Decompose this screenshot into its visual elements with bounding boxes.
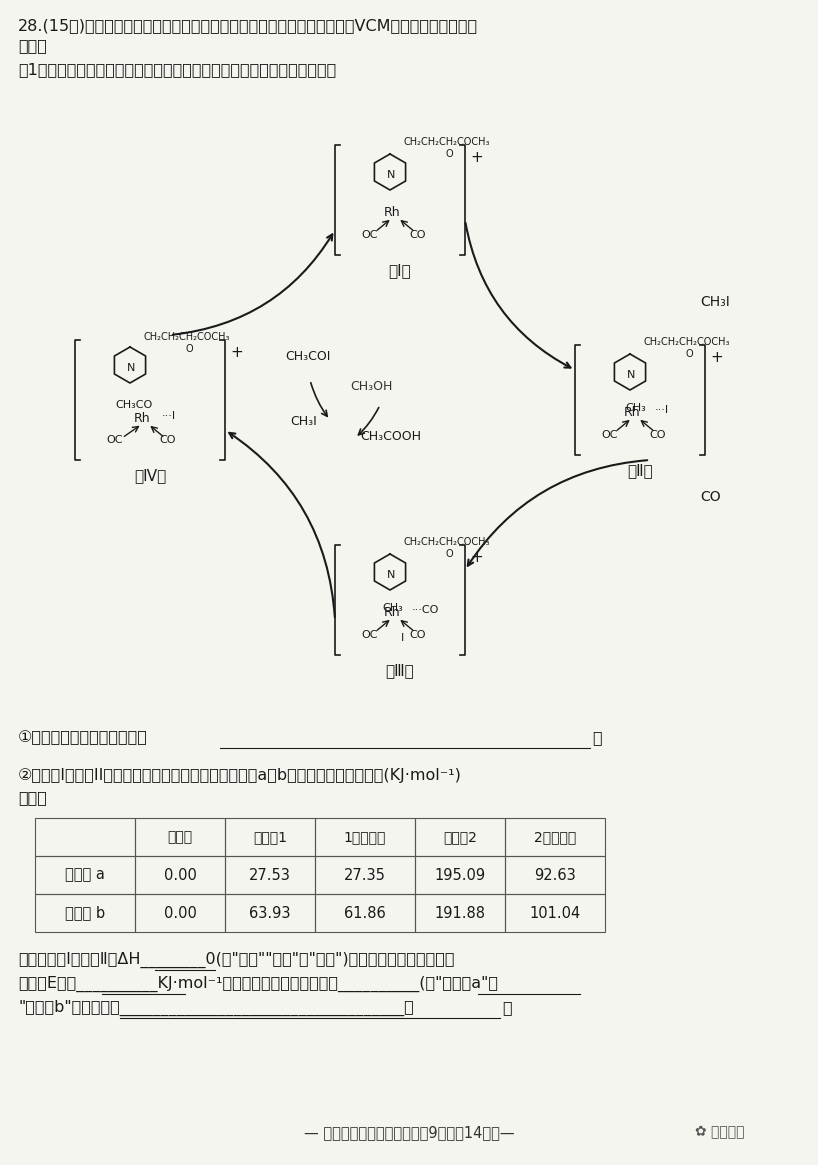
Text: CH₃I: CH₃I (290, 415, 317, 428)
Text: +: + (470, 550, 483, 565)
Bar (135, 818, 225, 856)
Text: 过渡态2: 过渡态2 (443, 829, 477, 843)
Text: Rh: Rh (384, 606, 400, 619)
Text: （Ⅱ）: （Ⅱ） (627, 463, 653, 478)
Text: 61.86: 61.86 (344, 905, 386, 920)
Text: 催化剂 a: 催化剂 a (65, 868, 105, 883)
Text: O: O (185, 344, 192, 354)
Text: "催化剂b"），理由为___________________________________。: "催化剂b"），理由为_____________________________… (18, 1000, 414, 1016)
Text: 92.63: 92.63 (534, 868, 576, 883)
Text: O: O (445, 149, 452, 158)
Text: 195.09: 195.09 (434, 868, 486, 883)
Bar (315, 818, 415, 856)
Text: 27.53: 27.53 (249, 868, 291, 883)
Bar (415, 856, 505, 894)
Text: O: O (445, 549, 452, 559)
Text: 27.35: 27.35 (344, 868, 386, 883)
Text: 0.00: 0.00 (164, 905, 196, 920)
Text: 醇等。: 醇等。 (18, 38, 47, 52)
Bar (315, 856, 415, 894)
Text: ①甲醇羰基化总反应方程式为: ①甲醇羰基化总反应方程式为 (18, 730, 148, 744)
Text: ···I: ···I (162, 411, 176, 421)
Text: 2步生成物: 2步生成物 (534, 829, 576, 843)
Text: CH₃OH: CH₃OH (350, 380, 393, 393)
Bar (505, 894, 605, 932)
Text: +: + (470, 150, 483, 165)
Text: 。: 。 (502, 1000, 511, 1015)
Bar (315, 894, 415, 932)
Text: Rh: Rh (133, 411, 151, 424)
Text: N: N (627, 370, 636, 380)
Bar (505, 856, 605, 894)
Bar (35, 856, 135, 894)
Text: 28.(15分)醋酸是一种重要的基本有机化工原料，主要制取醋酸乙烯单体、VCM、醋酸纤维、聚乙烯: 28.(15分)醋酸是一种重要的基本有机化工原料，主要制取醋酸乙烯单体、VCM、… (18, 17, 479, 33)
Text: CH₂CH₂CH₂COCH₃: CH₂CH₂CH₂COCH₃ (404, 137, 491, 147)
Text: Rh: Rh (623, 405, 640, 418)
Text: 可知化合物Ⅰ转化为Ⅱ的ΔH________0(填"大于""等于"或"小于")，该历程中最大能垒（活: 可知化合物Ⅰ转化为Ⅱ的ΔH________0(填"大于""等于"或"小于")，该… (18, 952, 455, 968)
Text: CH₂CH₂CH₂COCH₃: CH₂CH₂CH₂COCH₃ (144, 332, 231, 343)
Text: CO: CO (410, 230, 426, 240)
Text: CH₂CH₂CH₂COCH₃: CH₂CH₂CH₂COCH₃ (404, 537, 491, 548)
Bar (35, 818, 135, 856)
Text: 如下：: 如下： (18, 790, 47, 805)
Text: （Ⅲ）: （Ⅲ） (385, 663, 415, 678)
Text: CH₃I: CH₃I (700, 295, 730, 309)
Bar (225, 856, 315, 894)
Text: I: I (402, 633, 405, 643)
Text: 101.04: 101.04 (529, 905, 581, 920)
Text: 191.88: 191.88 (434, 905, 486, 920)
Text: ···I: ···I (655, 405, 669, 415)
Text: OC: OC (362, 630, 378, 640)
Text: CH₃COOH: CH₃COOH (360, 430, 421, 443)
Text: OC: OC (107, 435, 124, 445)
Bar (225, 818, 315, 856)
Text: 化能）E正＝__________KJ·mol⁻¹，该条件下更好的催化剂是__________(填"催化剂a"或: 化能）E正＝__________KJ·mol⁻¹，该条件下更好的催化剂是____… (18, 976, 498, 993)
Text: N: N (387, 170, 395, 181)
Bar (505, 818, 605, 856)
Bar (225, 894, 315, 932)
Text: OC: OC (602, 430, 618, 440)
Text: +: + (710, 350, 723, 365)
Text: CO: CO (160, 435, 176, 445)
Bar (415, 818, 505, 856)
Text: （1）据文献报道：铑阳离子配合物催化甲醇羰基化反应过程如下图所示。: （1）据文献报道：铑阳离子配合物催化甲醇羰基化反应过程如下图所示。 (18, 62, 336, 77)
Bar (35, 894, 135, 932)
Text: CH₂CH₂CH₂COCH₃: CH₂CH₂CH₂COCH₃ (644, 337, 730, 347)
Text: CO: CO (410, 630, 426, 640)
Bar (415, 894, 505, 932)
Text: 0.00: 0.00 (164, 868, 196, 883)
Text: 。: 。 (592, 730, 601, 744)
Text: 63.93: 63.93 (249, 905, 290, 920)
Text: ②化合物I转化为II，存在二步机理反应，在不同催化剂a和b催化下各驻点相对能量(KJ·mol⁻¹): ②化合物I转化为II，存在二步机理反应，在不同催化剂a和b催化下各驻点相对能量(… (18, 768, 462, 783)
Text: CO: CO (649, 430, 666, 440)
Text: — 高三理科综合（模拟一）第9页（共14页）—: — 高三理科综合（模拟一）第9页（共14页）— (303, 1125, 515, 1141)
Text: （Ⅳ）: （Ⅳ） (134, 468, 166, 483)
Text: N: N (387, 570, 395, 580)
Text: OC: OC (362, 230, 378, 240)
Text: CH₃: CH₃ (382, 603, 402, 613)
Text: 催化剂 b: 催化剂 b (65, 905, 105, 920)
Text: CH₃CO: CH₃CO (115, 400, 152, 410)
Text: CH₃COI: CH₃COI (285, 350, 330, 363)
Text: （Ⅰ）: （Ⅰ） (389, 263, 411, 278)
Bar (135, 856, 225, 894)
Text: N: N (127, 363, 135, 373)
Bar (135, 894, 225, 932)
Text: CO: CO (700, 490, 721, 504)
Text: ···CO: ···CO (412, 605, 439, 615)
Text: CH₃: CH₃ (625, 403, 645, 414)
Text: 过渡态1: 过渡态1 (253, 829, 287, 843)
Text: 1步生成物: 1步生成物 (344, 829, 386, 843)
Text: Rh: Rh (384, 205, 400, 219)
Text: +: + (230, 345, 243, 360)
Text: O: O (685, 350, 693, 359)
Text: 反应物: 反应物 (168, 829, 192, 843)
Text: ✿ 试卷答案: ✿ 试卷答案 (695, 1125, 744, 1139)
